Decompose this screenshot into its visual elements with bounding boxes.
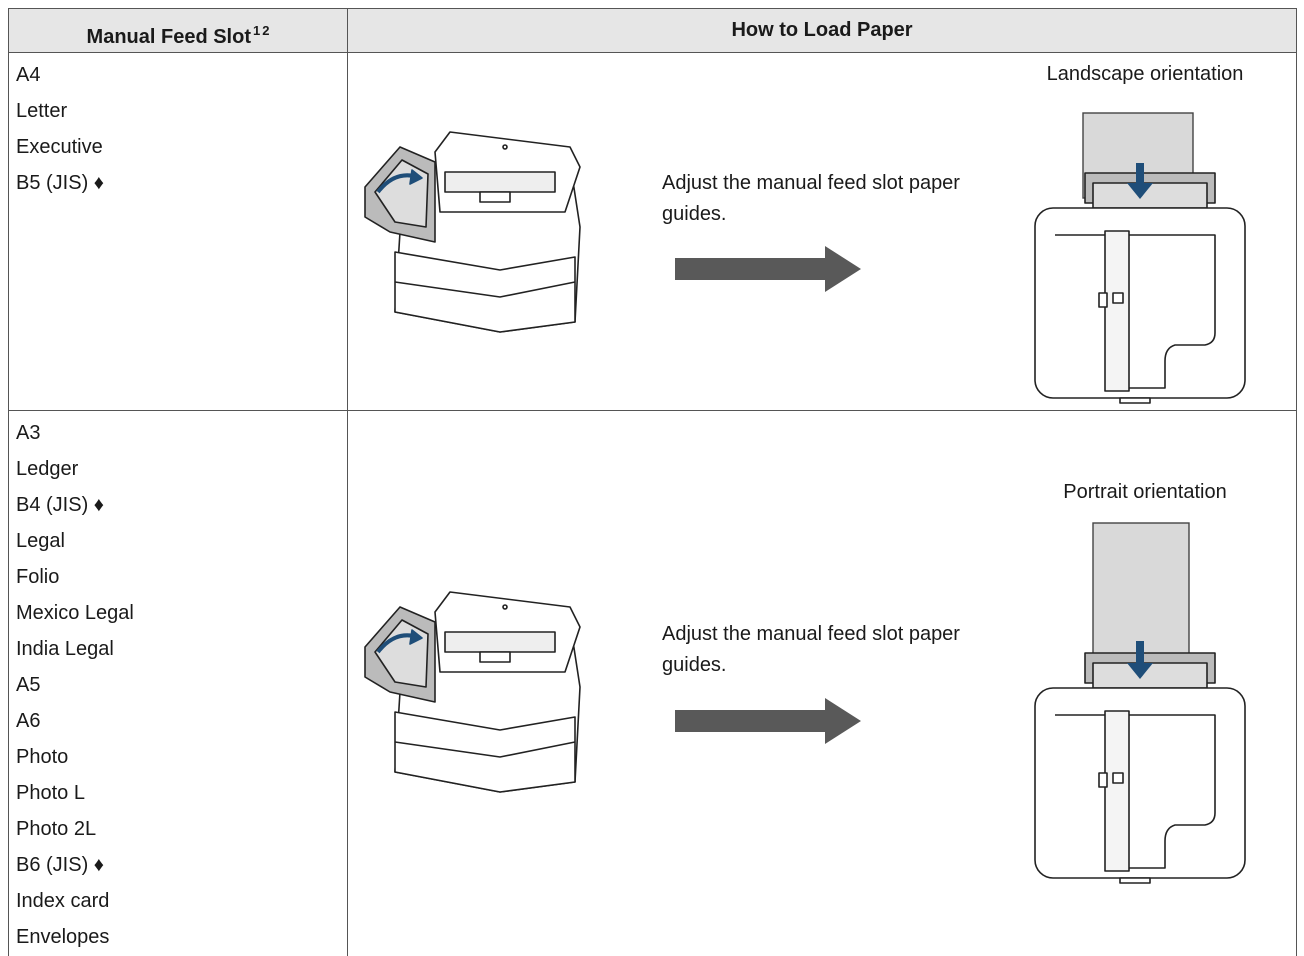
paper-size: Envelopes [16,926,110,948]
arrow [675,698,861,744]
paper-loading-illustration [1034,522,1246,884]
paper-size: A5 [16,674,41,696]
arrow [675,246,861,292]
paper-size: Ledger [16,458,79,480]
printer-illustration [363,130,582,334]
orientation-label: Landscape orientation [1046,63,1244,85]
paper-size: Index card [16,890,110,912]
paper-size: B6 (JIS) ♦ [16,854,104,876]
paper-size: Mexico Legal [16,602,134,624]
header-cell: How to Load Paper [348,9,1296,52]
paper-size: Photo L [16,782,85,804]
instruction: Adjust the manual feed slot paper guides… [662,172,960,225]
paper-size: India Legal [16,638,114,660]
paper-size: Executive [16,136,103,158]
paper-size: Photo 2L [16,818,97,840]
paper-size: Legal [16,530,65,552]
paper-size: A3 [16,422,41,444]
paper-size: Photo [16,746,69,768]
paper-size: B4 (JIS) ♦ [16,494,104,516]
table-border [347,8,348,956]
header-background [9,9,1296,52]
header-text: Manual Feed Slot [86,26,251,48]
paper-size: Letter [16,100,68,122]
size-list: A4 Letter Executive B5 (JIS) ♦ [16,57,104,201]
paper-loading-illustration [1034,112,1246,404]
header-text: How to Load Paper [731,19,913,41]
orientation-label: Portrait orientation [1063,481,1227,503]
paper-size: B5 (JIS) ♦ [16,172,104,194]
paper-size: A6 [16,710,41,732]
paper-size: Folio [16,566,60,588]
table-border [8,410,1296,411]
instruction: Adjust the manual feed slot paper guides… [662,623,960,676]
paper-size: A4 [16,64,41,86]
size-list: A3 Ledger B4 (JIS) ♦ Legal Folio Mexico Legal… [16,415,134,955]
footnote-ref: 1 [253,23,261,38]
header-cell: Manual Feed Slot 1 2 [9,9,347,52]
table-border [1296,8,1297,956]
table-border [8,8,9,956]
printer-illustration [363,590,582,794]
footnote-ref: 2 [262,23,270,38]
table-border [8,8,1296,9]
table-border [8,52,1296,53]
